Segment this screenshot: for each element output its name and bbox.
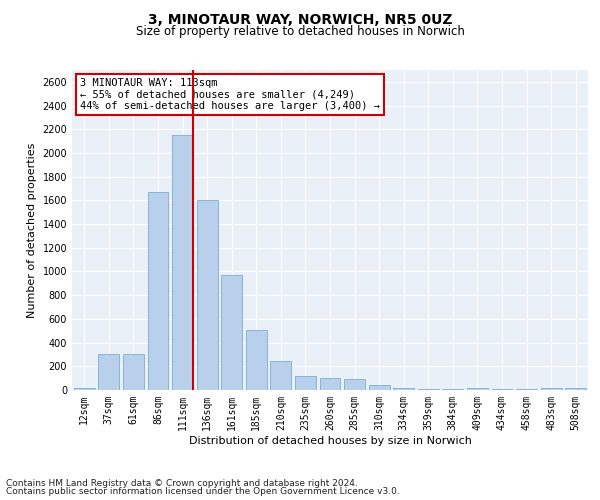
Bar xyxy=(393,388,414,390)
Bar xyxy=(172,135,193,390)
Bar xyxy=(221,275,242,390)
Bar xyxy=(74,388,95,390)
Bar xyxy=(565,388,586,390)
X-axis label: Distribution of detached houses by size in Norwich: Distribution of detached houses by size … xyxy=(188,436,472,446)
Bar xyxy=(98,354,119,390)
Text: Contains HM Land Registry data © Crown copyright and database right 2024.: Contains HM Land Registry data © Crown c… xyxy=(6,478,358,488)
Text: 3 MINOTAUR WAY: 113sqm
← 55% of detached houses are smaller (4,249)
44% of semi-: 3 MINOTAUR WAY: 113sqm ← 55% of detached… xyxy=(80,78,380,111)
Text: 3, MINOTAUR WAY, NORWICH, NR5 0UZ: 3, MINOTAUR WAY, NORWICH, NR5 0UZ xyxy=(148,12,452,26)
Text: Size of property relative to detached houses in Norwich: Size of property relative to detached ho… xyxy=(136,25,464,38)
Bar xyxy=(344,378,365,390)
Bar xyxy=(418,389,439,390)
Y-axis label: Number of detached properties: Number of detached properties xyxy=(27,142,37,318)
Bar xyxy=(271,361,292,390)
Bar xyxy=(467,388,488,390)
Bar xyxy=(320,378,340,390)
Bar xyxy=(148,192,169,390)
Bar xyxy=(197,200,218,390)
Bar xyxy=(295,376,316,390)
Bar xyxy=(541,388,562,390)
Bar xyxy=(368,384,389,390)
Bar xyxy=(123,354,144,390)
Bar xyxy=(246,330,267,390)
Text: Contains public sector information licensed under the Open Government Licence v3: Contains public sector information licen… xyxy=(6,487,400,496)
